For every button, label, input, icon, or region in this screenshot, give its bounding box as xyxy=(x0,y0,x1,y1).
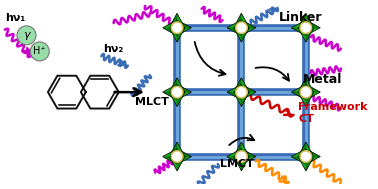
Polygon shape xyxy=(227,92,242,100)
Text: H⁺: H⁺ xyxy=(34,46,46,56)
Polygon shape xyxy=(177,149,192,164)
Polygon shape xyxy=(242,20,256,36)
Polygon shape xyxy=(234,142,249,156)
Polygon shape xyxy=(169,13,185,28)
Circle shape xyxy=(300,151,311,162)
Polygon shape xyxy=(177,20,192,28)
Polygon shape xyxy=(177,28,185,42)
Polygon shape xyxy=(242,20,256,28)
Circle shape xyxy=(236,22,247,33)
Text: hν₂: hν₂ xyxy=(103,44,124,53)
Text: LMCT: LMCT xyxy=(220,159,254,169)
Polygon shape xyxy=(177,149,192,156)
Polygon shape xyxy=(242,28,249,42)
Polygon shape xyxy=(177,92,185,107)
Polygon shape xyxy=(177,84,192,100)
Polygon shape xyxy=(163,149,177,164)
Text: Metal: Metal xyxy=(303,73,342,86)
Polygon shape xyxy=(242,156,249,171)
Polygon shape xyxy=(298,13,314,28)
Polygon shape xyxy=(298,156,314,171)
Circle shape xyxy=(300,22,311,33)
Polygon shape xyxy=(306,84,320,92)
Polygon shape xyxy=(169,78,185,92)
Circle shape xyxy=(300,86,311,98)
Polygon shape xyxy=(234,13,242,28)
Polygon shape xyxy=(291,92,306,100)
Circle shape xyxy=(17,26,36,45)
Polygon shape xyxy=(298,78,314,92)
Polygon shape xyxy=(242,149,256,156)
Polygon shape xyxy=(291,28,306,36)
Polygon shape xyxy=(177,156,185,171)
Polygon shape xyxy=(306,28,314,42)
Polygon shape xyxy=(227,20,242,36)
Circle shape xyxy=(236,86,247,98)
Polygon shape xyxy=(163,156,177,164)
Polygon shape xyxy=(306,92,314,107)
Circle shape xyxy=(171,151,183,162)
Polygon shape xyxy=(306,20,320,28)
Polygon shape xyxy=(234,78,242,92)
Polygon shape xyxy=(242,84,256,100)
Polygon shape xyxy=(291,84,306,100)
Circle shape xyxy=(171,86,183,98)
Polygon shape xyxy=(234,156,249,171)
Polygon shape xyxy=(227,156,242,164)
Circle shape xyxy=(236,151,247,162)
Polygon shape xyxy=(163,28,177,36)
Polygon shape xyxy=(234,78,249,92)
Polygon shape xyxy=(169,92,185,107)
Polygon shape xyxy=(169,28,185,42)
Polygon shape xyxy=(169,142,177,156)
Polygon shape xyxy=(169,156,185,171)
Polygon shape xyxy=(177,84,192,92)
Polygon shape xyxy=(234,142,242,156)
Polygon shape xyxy=(306,20,320,36)
Polygon shape xyxy=(242,149,256,164)
Circle shape xyxy=(30,42,49,61)
Polygon shape xyxy=(169,13,177,28)
Polygon shape xyxy=(291,156,306,164)
Polygon shape xyxy=(298,13,306,28)
Circle shape xyxy=(171,22,183,33)
Polygon shape xyxy=(298,142,306,156)
Text: Linker: Linker xyxy=(279,11,323,24)
Polygon shape xyxy=(169,78,177,92)
Polygon shape xyxy=(234,13,249,28)
Polygon shape xyxy=(306,149,320,164)
Polygon shape xyxy=(291,20,306,36)
Polygon shape xyxy=(169,142,185,156)
Polygon shape xyxy=(163,92,177,100)
Polygon shape xyxy=(298,92,314,107)
Polygon shape xyxy=(306,156,314,171)
Polygon shape xyxy=(242,84,256,92)
Text: MLCT: MLCT xyxy=(135,97,169,107)
Polygon shape xyxy=(298,78,306,92)
Polygon shape xyxy=(306,84,320,100)
Text: Framework
CT: Framework CT xyxy=(298,102,368,124)
Text: γ: γ xyxy=(23,30,30,40)
Polygon shape xyxy=(298,142,314,156)
Polygon shape xyxy=(242,92,249,107)
Text: hν₁: hν₁ xyxy=(5,13,25,23)
Polygon shape xyxy=(163,20,177,36)
Polygon shape xyxy=(227,28,242,36)
Polygon shape xyxy=(306,149,320,156)
Polygon shape xyxy=(163,84,177,100)
Polygon shape xyxy=(234,92,249,107)
Polygon shape xyxy=(177,20,192,36)
Polygon shape xyxy=(298,28,314,42)
Polygon shape xyxy=(227,149,242,164)
Polygon shape xyxy=(291,149,306,164)
Polygon shape xyxy=(234,28,249,42)
Polygon shape xyxy=(227,84,242,100)
